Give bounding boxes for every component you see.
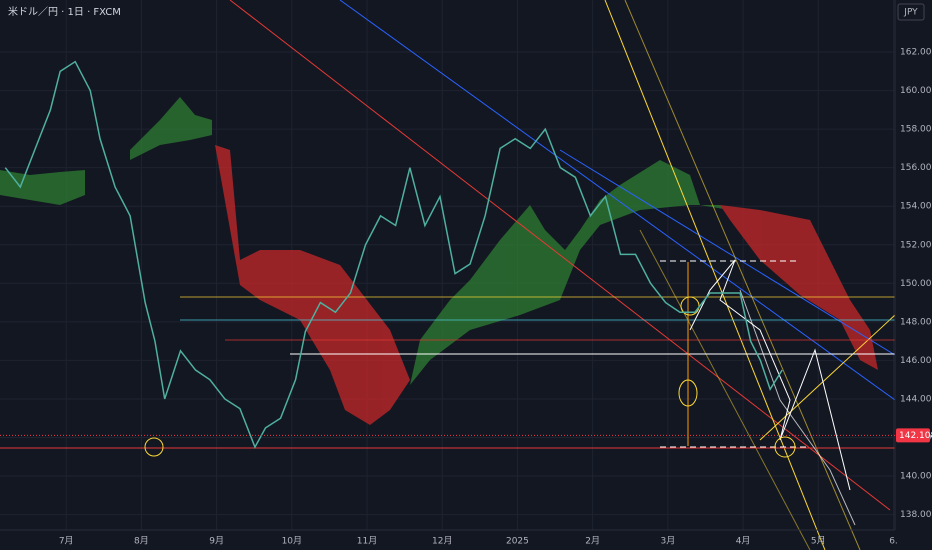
y-tick-label: 162.000 [900,48,932,58]
y-tick-label: 144.000 [900,394,932,404]
x-tick-label: 10月 [282,536,302,547]
currency: JPY [903,8,918,18]
currency-badge [897,3,925,21]
x-tick-label: 9月 [209,536,224,547]
y-tick-label: 140.000 [900,472,932,482]
x-tick-label: 3月 [660,536,675,547]
x-tick-label: 7月 [59,536,74,547]
y-tick-label: 154.000 [900,202,932,212]
x-tick-label: 2025 [506,537,529,547]
current-price-tag [896,428,930,443]
current-price-label: 142.108 [899,431,932,441]
x-tick-label: 11月 [357,536,377,547]
x-tick-label: 2月 [585,536,600,547]
y-tick-label: 158.000 [900,125,932,135]
y-tick-label: 156.000 [900,163,932,173]
chart-title: 米ドル／円 · 1日 · FXCM [8,5,121,18]
x-tick-label: 4月 [736,536,751,547]
y-tick-label: 152.000 [900,240,932,250]
y-tick-label: 138.000 [900,510,932,520]
y-tick-label: 160.000 [900,86,932,96]
ichimoku-cloud [0,97,878,425]
trend-lines [0,0,896,550]
x-tick-label: 8月 [134,536,149,547]
y-tick-label: 150.000 [900,279,932,289]
x-tick-label: 12月 [432,536,452,547]
x-tick-label: 5月 [811,536,826,547]
y-tick-label: 148.000 [900,317,932,327]
y-tick-label: 146.000 [900,356,932,366]
x-tick-label: 6. [889,537,898,547]
price-line [4,60,783,449]
